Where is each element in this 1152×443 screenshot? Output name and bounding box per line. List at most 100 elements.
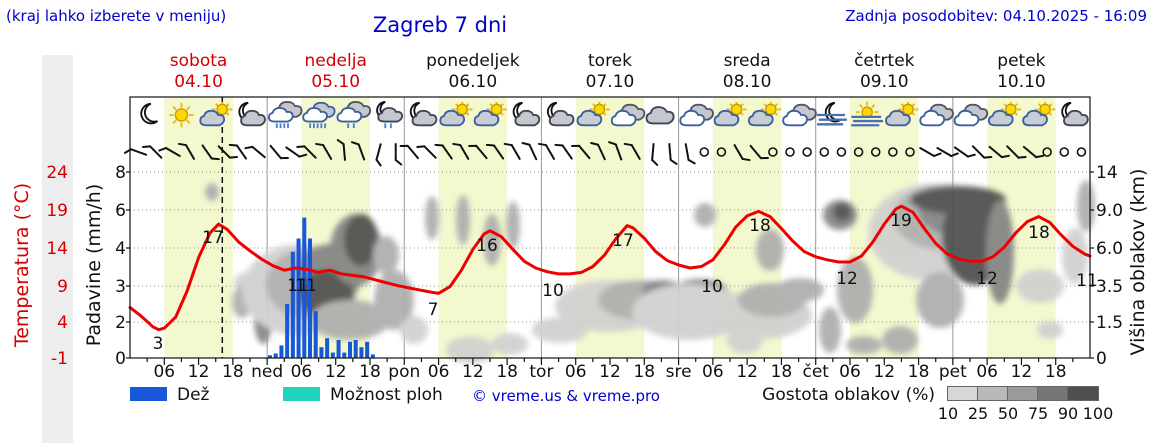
barb-feather	[296, 145, 306, 149]
cloud-blob	[819, 307, 841, 353]
precip-tick-label: 0	[115, 349, 126, 369]
wind-calm-icon	[1042, 147, 1052, 157]
cloud-height-tick-label: 14	[1096, 163, 1118, 183]
precip-tick-label: 3	[115, 277, 126, 297]
cloud-blob	[506, 201, 520, 249]
barb-staff	[936, 147, 953, 157]
temp-extreme-label: 16	[476, 236, 498, 256]
barb-feather	[521, 141, 531, 146]
wind-calm-icon	[802, 147, 812, 157]
barb-staff	[342, 143, 346, 161]
barb-staff	[322, 144, 333, 160]
barb-staff	[423, 145, 437, 159]
wind-calm-icon	[853, 147, 864, 157]
barb-feather	[141, 145, 152, 149]
barb-feather	[933, 152, 942, 157]
barb-feather	[336, 139, 345, 146]
temp-extreme-label: 10	[701, 277, 723, 297]
barb-feather	[177, 142, 187, 147]
wind-barb-icon	[684, 143, 696, 165]
temp-extreme-label: 17	[612, 231, 634, 251]
cloud-blob	[846, 336, 882, 354]
cloud-density-scale: 10 25 50 75 90 100	[0, 386, 1152, 423]
wind-barb-icon	[590, 141, 606, 161]
wind-calm-icon	[716, 147, 727, 157]
day-header-ponedeljek: ponedeljek 06.10	[403, 51, 543, 93]
time-tick-label: 12	[462, 362, 484, 382]
barb-staff	[201, 144, 213, 160]
barb-staff	[651, 143, 655, 161]
barb-feather	[228, 155, 239, 159]
barb-feather	[651, 158, 659, 166]
time-tick-label: 12	[599, 362, 621, 382]
barb-staff	[235, 144, 248, 160]
copyright-link[interactable]: © vreme.us & vreme.pro	[472, 387, 660, 405]
wind-barb-icon	[416, 145, 437, 159]
time-tick-label: 12	[1011, 362, 1033, 382]
barb-feather	[394, 159, 403, 166]
day-date: 09.10	[859, 72, 909, 92]
density-scale-value: 100	[1082, 404, 1114, 423]
wind-barb-icon	[399, 144, 419, 160]
day-abbr-label: pet	[939, 362, 967, 382]
wind-barb-icon	[434, 143, 453, 160]
rain-bar	[342, 352, 347, 358]
barb-feather	[687, 158, 696, 165]
cloud-height-tick-label: 1.5	[1096, 313, 1123, 333]
wind-barb-icon	[217, 145, 239, 159]
cloud-blob	[446, 336, 494, 364]
barb-staff	[269, 144, 282, 160]
cloud-blob	[833, 203, 851, 221]
barb-staff	[357, 143, 366, 161]
day-abbr-label: pon	[388, 362, 420, 382]
wind-barb-icon	[158, 147, 181, 157]
cloud-blob	[492, 333, 528, 355]
rain-bar	[268, 355, 272, 358]
day-name: nedelja	[304, 51, 367, 71]
barb-feather	[1000, 154, 1010, 159]
day-header-sreda: sreda 08.10	[677, 51, 817, 93]
day-date: 04.10	[174, 72, 223, 92]
cloud-blob	[483, 214, 501, 266]
wind-barb-icon	[285, 146, 308, 158]
barb-feather	[399, 144, 409, 147]
wind-calm-icon	[1076, 147, 1087, 157]
temp-extreme-label: 3	[153, 334, 164, 354]
wind-calm-icon	[699, 147, 710, 157]
day-date: 10.10	[997, 72, 1046, 92]
barb-staff	[919, 147, 936, 157]
day-name: sobota	[169, 51, 228, 71]
time-tick-label: 06	[153, 362, 175, 382]
wind-barb-icon	[571, 144, 591, 160]
day-date: 08.10	[722, 72, 772, 92]
cloud-blob	[456, 195, 470, 245]
barb-feather	[537, 142, 547, 147]
rain-bar	[285, 304, 290, 358]
wind-calm-icon	[785, 147, 795, 157]
barb-feather	[741, 157, 751, 162]
temp-tick-label: 4	[57, 313, 68, 333]
wind-barb-icon	[315, 142, 333, 160]
temp-extreme-label: 18	[1028, 223, 1050, 243]
cloud-blob	[1016, 269, 1064, 303]
rain-bar	[370, 354, 375, 358]
barb-staff	[561, 144, 573, 160]
wind-calm-icon	[870, 147, 881, 157]
barb-staff	[303, 145, 317, 159]
cloud-blob	[882, 326, 918, 354]
showers-legend-swatch	[283, 387, 320, 401]
cloud-blob	[916, 272, 964, 328]
cloud-blob	[1037, 321, 1063, 339]
precip-tick-label: 2	[115, 313, 126, 333]
wind-calm-icon	[905, 147, 915, 157]
cloud-blob	[205, 183, 219, 201]
time-tick-label: 18	[908, 362, 930, 382]
barb-staff	[149, 145, 163, 159]
barb-feather	[983, 155, 993, 159]
cloud-height-axis-title: Višina oblakov (km)	[1127, 169, 1149, 356]
cloud-density-label: Gostota oblakov (%)	[762, 385, 935, 405]
temp-extreme-label: 12	[976, 269, 998, 289]
menu-note: (kraj lahko izberete v meniju)	[6, 7, 227, 25]
wind-barb-icon	[971, 145, 993, 159]
